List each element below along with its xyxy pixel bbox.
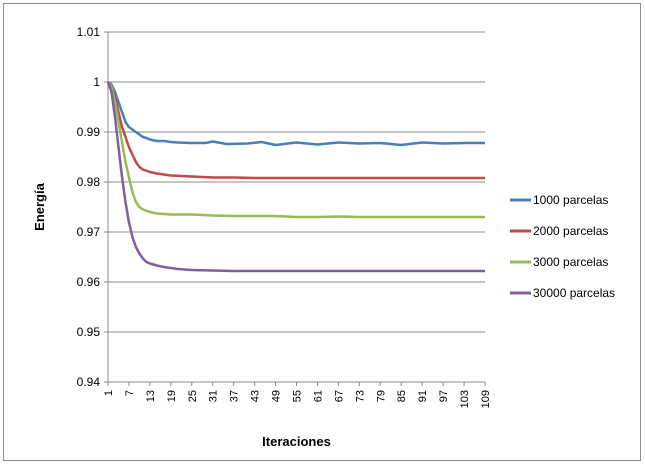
series-lines	[106, 80, 485, 273]
y-tick-label: 0.94	[77, 375, 101, 389]
series-line-3	[106, 81, 485, 219]
x-tick-label: 109	[480, 390, 492, 408]
gridlines	[104, 31, 485, 383]
legend-label: 2000 parcelas	[533, 224, 608, 238]
x-tick-label: 25	[187, 390, 199, 402]
series-line-2	[106, 81, 485, 180]
y-axis-title: Energía	[32, 182, 47, 230]
x-tick-label: 103	[459, 390, 471, 408]
x-tick-label: 97	[438, 390, 450, 402]
y-tick-label: 0.95	[77, 325, 101, 339]
chart-frame: 0.94 0.95 0.96 0.97 0.98 0.99 1 1.01 1 7 13 19 25 31…	[3, 3, 641, 461]
series-line-1	[107, 80, 485, 147]
legend-label: 3000 parcelas	[533, 255, 608, 269]
x-tick-label: 43	[250, 390, 262, 402]
x-tick-label: 13	[145, 390, 157, 402]
x-tick-label: 73	[354, 390, 366, 402]
x-tick-labels: 1 7 13 19 25 31 37 43 49 55 61 67 73 79 85 91 97 103 109	[103, 390, 492, 408]
x-tick-label: 7	[124, 390, 136, 396]
y-tick-label: 0.97	[77, 225, 101, 239]
series-line-4	[106, 81, 485, 273]
y-tick-label: 0.96	[77, 275, 101, 289]
y-tick-label: 0.99	[77, 125, 101, 139]
y-tick-label: 1.01	[77, 25, 101, 39]
x-tick-label: 37	[229, 390, 241, 402]
legend-label: 30000 parcelas	[533, 286, 615, 300]
x-axis-title: Iteraciones	[262, 434, 331, 449]
x-tick-label: 61	[312, 390, 324, 402]
x-tick-label: 1	[103, 390, 115, 396]
axes	[107, 32, 486, 386]
x-tick-label: 85	[396, 390, 408, 402]
x-tick-label: 31	[208, 390, 220, 402]
x-tick-label: 55	[292, 390, 304, 402]
x-tick-label: 67	[333, 390, 345, 402]
line-chart: 0.94 0.95 0.96 0.97 0.98 0.99 1 1.01 1 7 13 19 25 31…	[32, 25, 615, 449]
legend: 1000 parcelas 2000 parcelas 3000 parcelas 3…	[510, 193, 615, 300]
legend-label: 1000 parcelas	[533, 193, 608, 207]
x-tick-label: 79	[375, 390, 387, 402]
x-tick-label: 49	[271, 390, 283, 402]
x-tick-label: 19	[166, 390, 178, 402]
x-tick-label: 91	[417, 390, 429, 402]
y-tick-label: 1	[93, 75, 100, 89]
y-tick-label: 0.98	[77, 175, 101, 189]
y-tick-labels: 0.94 0.95 0.96 0.97 0.98 0.99 1 1.01	[77, 25, 101, 389]
